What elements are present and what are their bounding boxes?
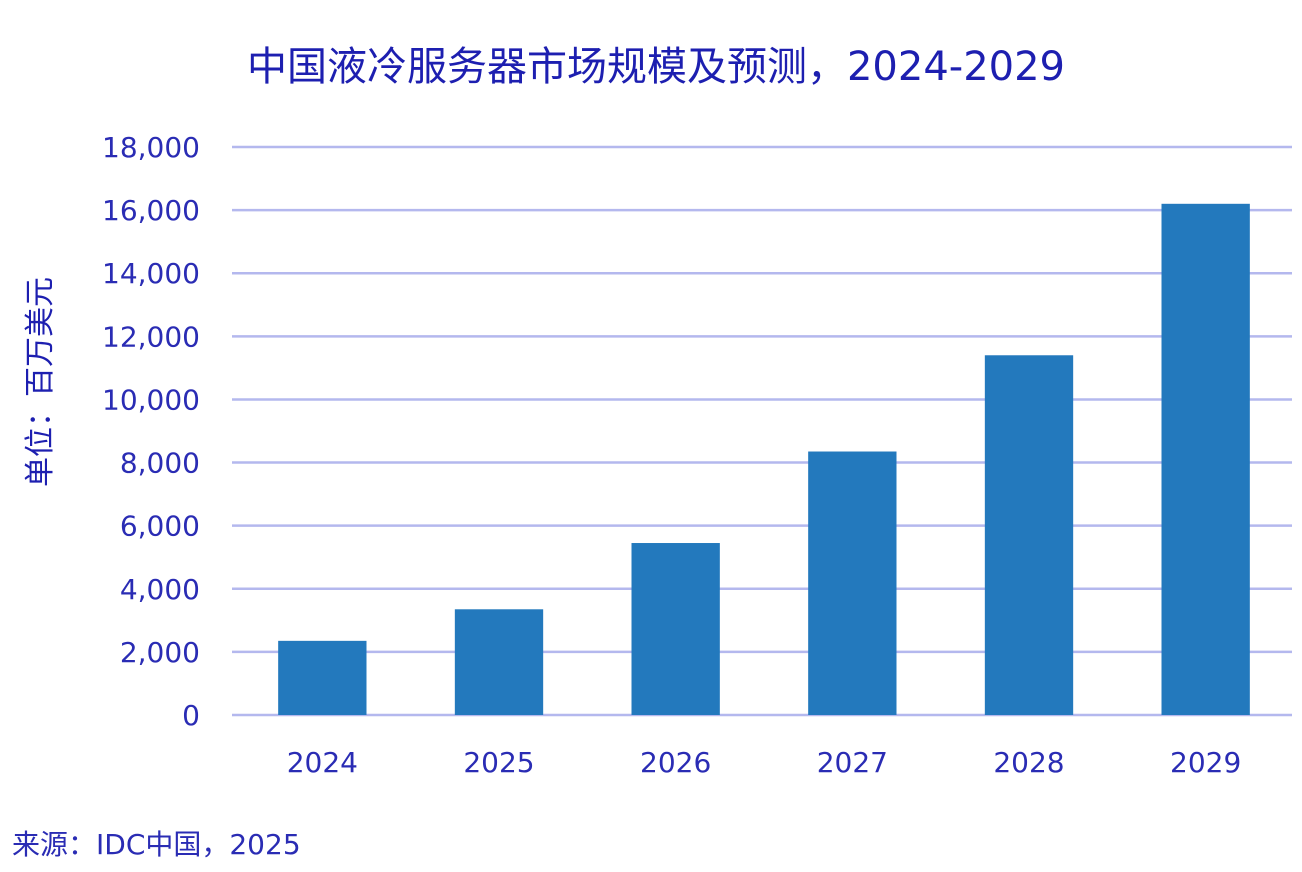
x-axis-ticks: 2024 2025 2026 2027 2028 2029	[287, 746, 1242, 779]
gridlines	[232, 145, 1292, 717]
bar-2027	[808, 451, 897, 715]
bar-2028	[984, 355, 1074, 715]
y-tick-label: 18,000	[102, 131, 200, 164]
y-tick-label: 0	[182, 699, 200, 732]
bar-2026	[631, 543, 720, 715]
bars	[278, 203, 1250, 716]
x-tick-label: 2024	[287, 746, 358, 779]
chart-title: 中国液冷服务器市场规模及预测，2024-2029	[247, 44, 1065, 90]
x-tick-label: 2026	[640, 746, 711, 779]
source-note: 来源：IDC中国，2025	[12, 828, 301, 861]
y-tick-label: 10,000	[102, 383, 200, 416]
bar-2024	[278, 640, 367, 715]
bar-2029	[1161, 203, 1250, 716]
x-tick-label: 2027	[817, 746, 888, 779]
y-tick-label: 2,000	[120, 636, 200, 669]
y-axis-title: 单位：百万美元	[23, 277, 58, 487]
y-tick-label: 4,000	[120, 573, 200, 606]
x-tick-label: 2025	[463, 746, 534, 779]
y-tick-label: 8,000	[120, 447, 200, 480]
y-tick-label: 16,000	[102, 194, 200, 227]
y-tick-label: 12,000	[102, 320, 200, 353]
y-tick-label: 14,000	[102, 257, 200, 290]
y-axis-ticks: 0 2,000 4,000 6,000 8,000 10,000 12,000 14,000 1…	[102, 131, 200, 732]
x-tick-label: 2028	[993, 746, 1064, 779]
x-tick-label: 2029	[1170, 746, 1241, 779]
y-tick-label: 6,000	[120, 510, 200, 543]
bar-2025	[454, 609, 544, 715]
